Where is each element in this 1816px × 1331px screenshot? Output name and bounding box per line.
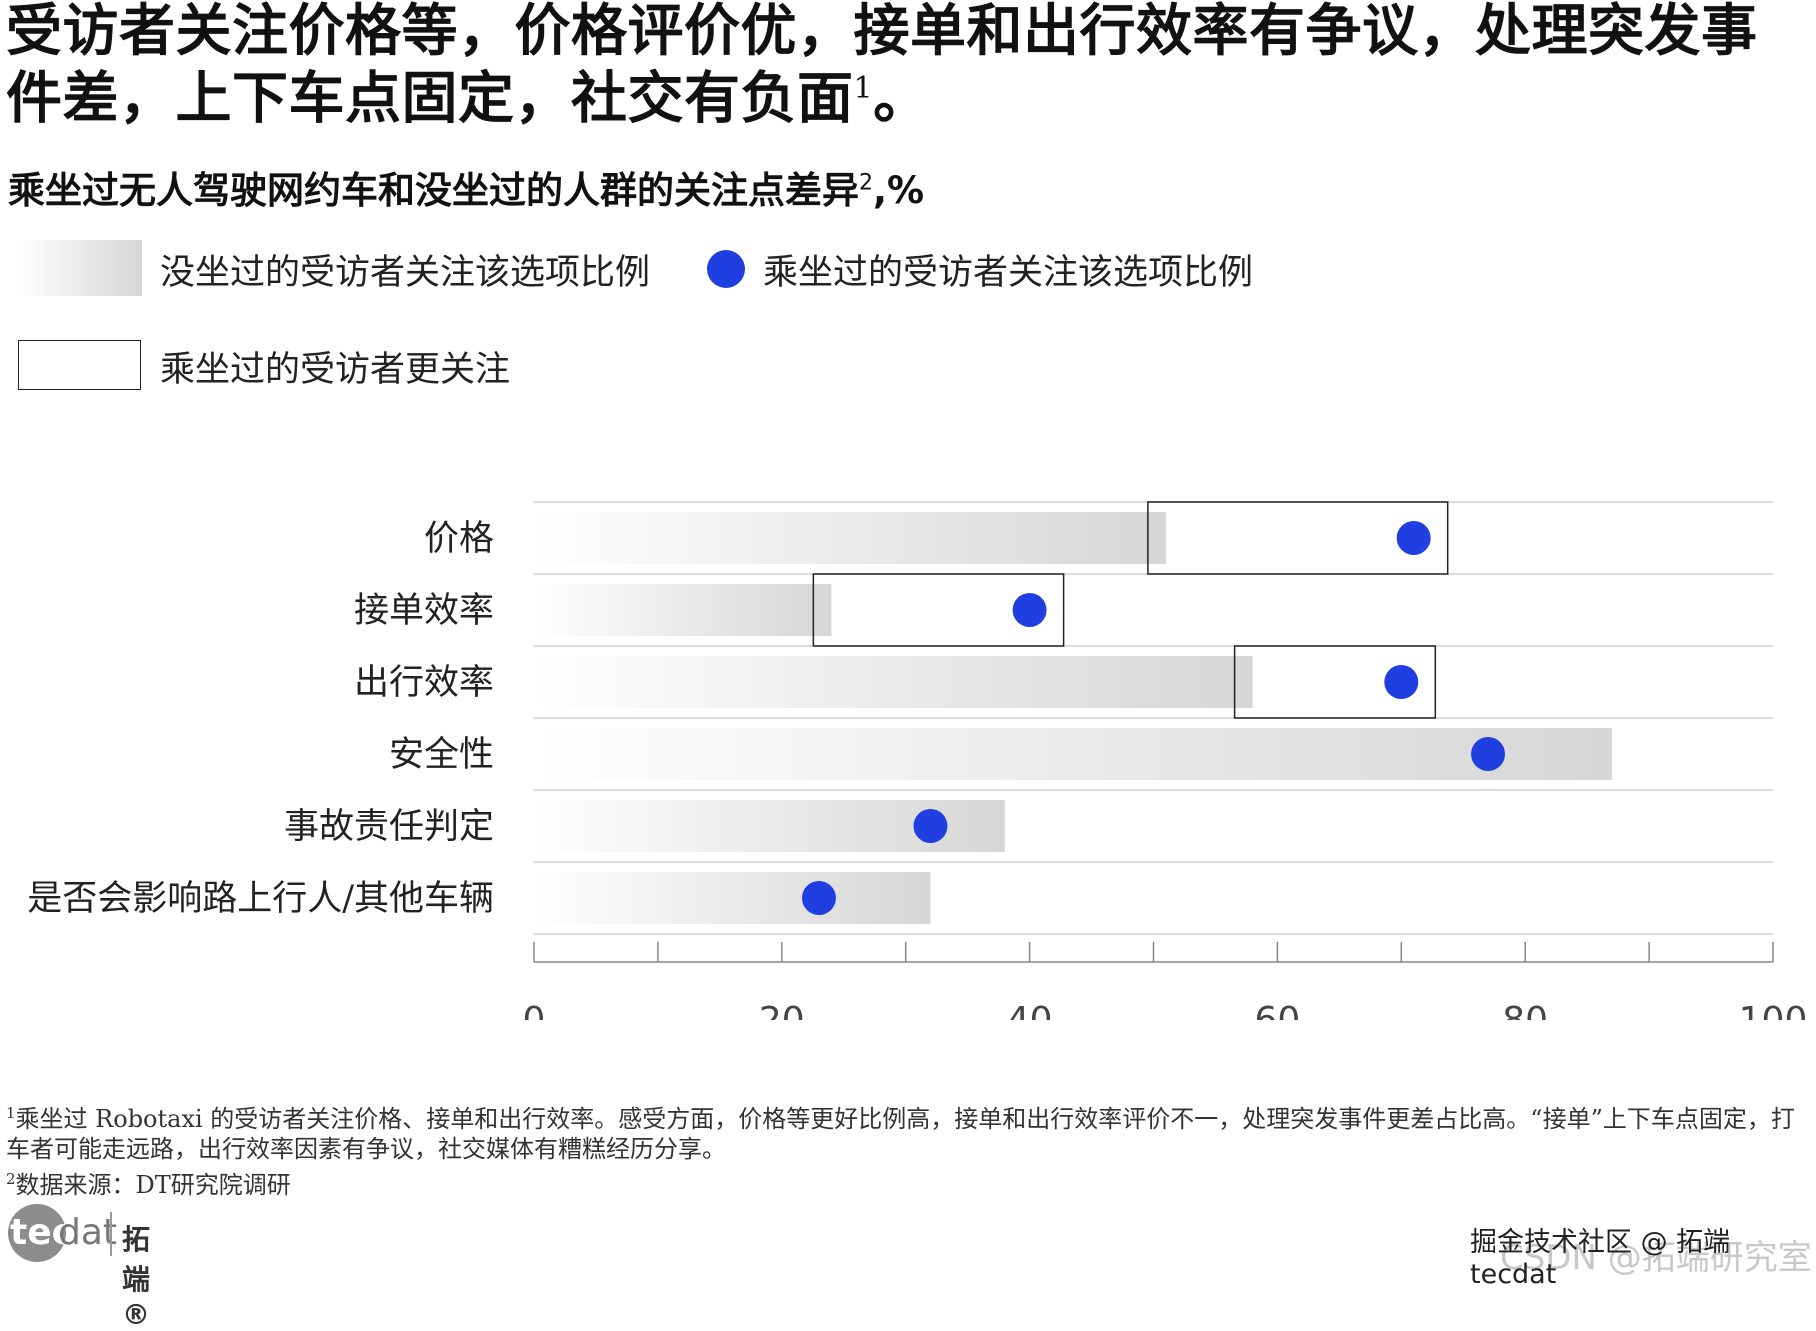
highlight-box xyxy=(812,573,1065,647)
highlight-box xyxy=(1147,501,1449,575)
logo-cn: 拓端® xyxy=(122,1223,151,1331)
dot-ridden xyxy=(1384,665,1419,699)
watermark-csdn: CSDN @拓端研究室 xyxy=(1500,1238,1812,1278)
bar-not-ridden xyxy=(534,728,1612,780)
legend-bar-label: 没坐过的受访者关注该选项比例 xyxy=(160,253,651,293)
dot-ridden xyxy=(1396,521,1431,555)
dot-ridden xyxy=(1012,593,1047,627)
x-tick-label: 20 xyxy=(759,1000,805,1020)
dot-ridden xyxy=(1471,737,1506,771)
subtitle-unit: ,% xyxy=(873,169,925,212)
footnotes: 1乘坐过 Robotaxi 的受访者关注价格、接单和出行效率。感受方面，价格等更… xyxy=(6,1098,1806,1200)
legend-dot-label: 乘坐过的受访者关注该选项比例 xyxy=(763,253,1254,293)
bar-not-ridden xyxy=(534,656,1253,708)
logo-circle xyxy=(8,1204,66,1262)
x-tick-label: 60 xyxy=(1254,1000,1300,1020)
logo-divider xyxy=(110,1212,112,1256)
category-label: 安全性 xyxy=(389,735,494,775)
title-text: 受访者关注价格等，价格评价优，接单和出行效率有争议，处理突发事件差，上下车点固定… xyxy=(6,0,1758,132)
logo-dat: dat xyxy=(58,1212,118,1253)
category-label: 出行效率 xyxy=(354,663,494,703)
legend-box-label: 乘坐过的受访者更关注 xyxy=(160,350,511,390)
footnote-1: 1乘坐过 Robotaxi 的受访者关注价格、接单和出行效率。感受方面，价格等更… xyxy=(6,1098,1806,1164)
logo-tec: tec xyxy=(10,1212,73,1253)
x-tick-label: 0 xyxy=(523,1000,546,1020)
legend-dot-swatch xyxy=(707,250,745,288)
subtitle-text: 乘坐过无人驾驶网约车和没坐过的人群的关注点差异 xyxy=(8,169,859,212)
x-tick-label: 40 xyxy=(1007,1000,1053,1020)
chart-subtitle: 乘坐过无人驾驶网约车和没坐过的人群的关注点差异2,% xyxy=(8,160,924,214)
footnote-2-text: 数据来源：DT研究院调研 xyxy=(15,1171,291,1199)
bar-not-ridden xyxy=(534,584,832,636)
highlight-box xyxy=(1233,645,1437,719)
x-tick-label: 100 xyxy=(1739,1000,1808,1020)
category-label: 接单效率 xyxy=(354,591,494,631)
bar-not-ridden xyxy=(534,512,1166,564)
legend-box-swatch xyxy=(18,340,141,390)
x-tick-label: 80 xyxy=(1502,1000,1548,1020)
chart-title: 受访者关注价格等，价格评价优，接单和出行效率有争议，处理突发事件差，上下车点固定… xyxy=(6,2,1796,128)
watermark-juejin: 掘金技术社区 @ 拓端tecdat xyxy=(1470,1227,1731,1290)
dot-ridden xyxy=(801,881,836,915)
footnote-2: 2数据来源：DT研究院调研 xyxy=(6,1164,1806,1200)
footnote-2-marker: 2 xyxy=(6,1170,16,1188)
legend-bar-swatch xyxy=(18,240,142,296)
footnote-1-text: 乘坐过 Robotaxi 的受访者关注价格、接单和出行效率。感受方面，价格等更好… xyxy=(6,1105,1795,1163)
category-label: 事故责任判定 xyxy=(284,807,494,847)
title-footnote-marker: 1 xyxy=(853,71,874,106)
subtitle-footnote-marker: 2 xyxy=(859,170,873,196)
category-label: 价格 xyxy=(424,519,494,559)
footnote-1-marker: 1 xyxy=(6,1104,16,1122)
title-end: 。 xyxy=(873,65,930,132)
category-label: 是否会影响路上行人/其他车辆 xyxy=(27,879,494,919)
dot-ridden xyxy=(913,809,948,843)
bar-not-ridden xyxy=(534,872,931,924)
